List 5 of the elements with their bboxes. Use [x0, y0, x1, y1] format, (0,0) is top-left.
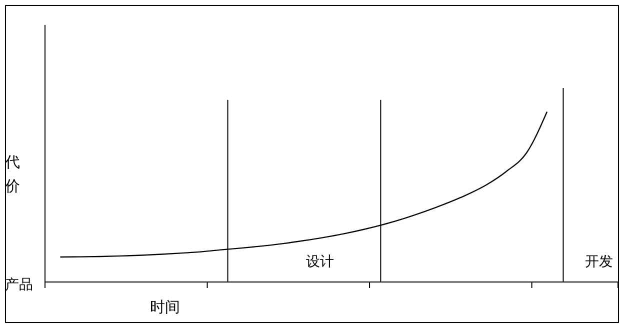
text: 产品 [5, 276, 33, 294]
y-axis-title: 代价 [5, 152, 21, 197]
text: 开发 [585, 253, 613, 271]
x-axis-title: 时间 [150, 298, 180, 317]
annotation: 设计 [306, 253, 334, 271]
